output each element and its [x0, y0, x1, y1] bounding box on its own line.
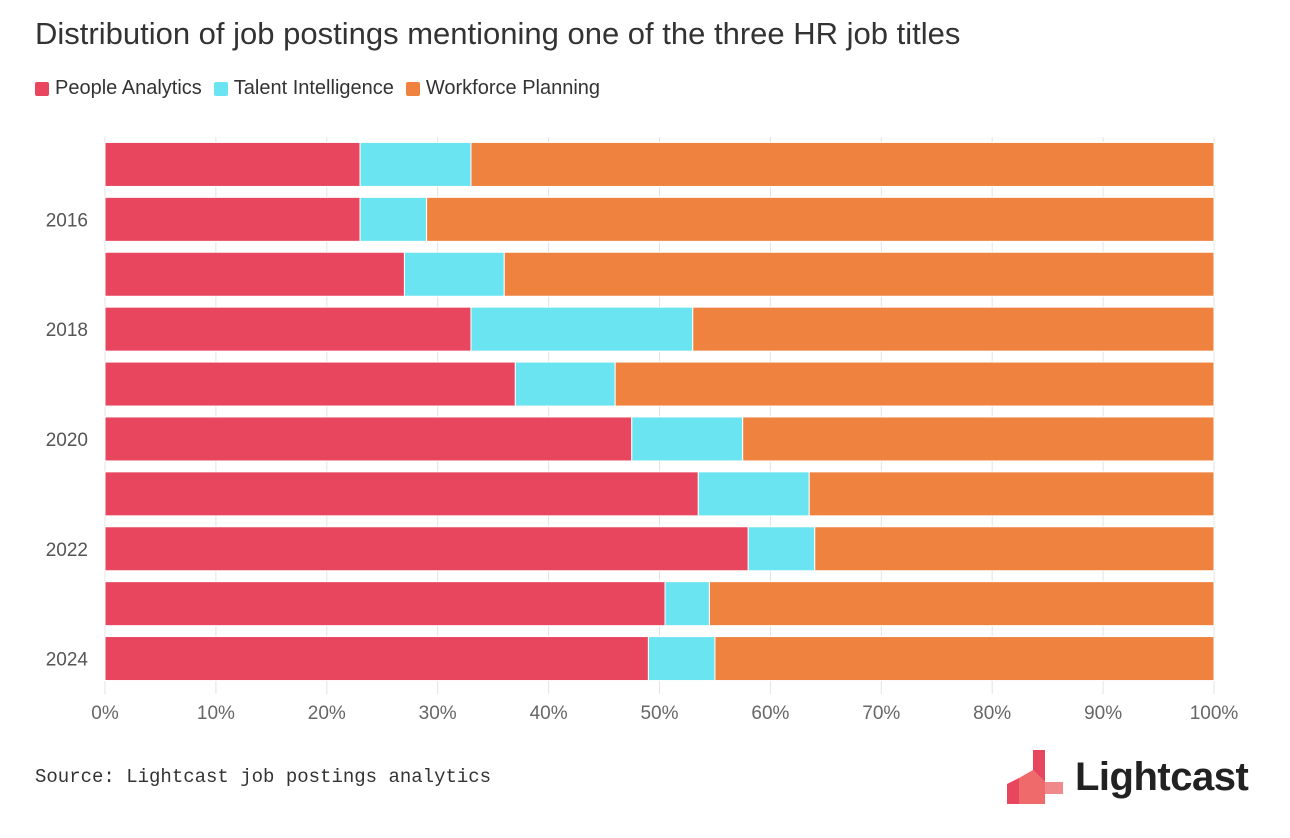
x-tick-label: 60% [751, 703, 789, 724]
bar-segment-workforce-planning [426, 196, 1215, 242]
bar-segment-workforce-planning [614, 361, 1215, 407]
bar-segment-talent-intelligence [631, 416, 744, 462]
legend-label-workforce-planning: Workforce Planning [425, 77, 601, 99]
bar-segment-workforce-planning [470, 141, 1215, 187]
legend-swatch-workforce-planning [405, 81, 420, 96]
legend-item-workforce-planning: Workforce Planning [405, 77, 601, 100]
bar-segment-workforce-planning [503, 251, 1215, 297]
x-tick-label: 80% [973, 703, 1011, 724]
bar-segment-workforce-planning [742, 416, 1215, 462]
legend-label-talent-intelligence: Talent Intelligence [233, 77, 394, 99]
bar-segment-people-analytics [104, 471, 699, 517]
x-tick-label: 50% [640, 703, 678, 724]
bar-segment-talent-intelligence [403, 251, 505, 297]
legend: People Analytics Talent Intelligence Wor… [35, 77, 612, 100]
bar-segment-people-analytics [104, 141, 361, 187]
chart-title: Distribution of job postings mentioning … [35, 16, 961, 51]
y-tick-label: 2022 [46, 540, 88, 561]
bar-segment-talent-intelligence [470, 306, 694, 352]
x-tick-label: 70% [862, 703, 900, 724]
y-tick-label: 2020 [46, 430, 88, 451]
bar-segment-talent-intelligence [647, 636, 716, 682]
y-tick-label: 2016 [46, 210, 88, 231]
bar-segment-people-analytics [104, 526, 749, 572]
bar-segment-workforce-planning [692, 306, 1215, 352]
x-tick-label: 100% [1190, 703, 1239, 724]
legend-item-talent-intelligence: Talent Intelligence [213, 77, 394, 100]
bar-segment-talent-intelligence [359, 141, 472, 187]
legend-swatch-talent-intelligence [213, 81, 228, 96]
source-note: Source: Lightcast job postings analytics [35, 766, 492, 788]
bar-segment-talent-intelligence [697, 471, 810, 517]
bar-segment-people-analytics [104, 361, 516, 407]
bar-segment-workforce-planning [808, 471, 1215, 517]
bar-segment-talent-intelligence [747, 526, 816, 572]
bar-segment-workforce-planning [708, 581, 1215, 627]
x-tick-label: 90% [1084, 703, 1122, 724]
y-tick-label: 2024 [46, 650, 89, 671]
legend-item-people-analytics: People Analytics [35, 77, 202, 100]
x-tick-label: 10% [197, 703, 235, 724]
bar-segment-workforce-planning [814, 526, 1215, 572]
bar-segment-workforce-planning [714, 636, 1215, 682]
bar-segment-people-analytics [104, 416, 633, 462]
bar-segment-people-analytics [104, 196, 361, 242]
bar-segment-people-analytics [104, 581, 666, 627]
x-tick-label: 20% [308, 703, 346, 724]
y-tick-label: 2018 [46, 320, 88, 341]
legend-label-people-analytics: People Analytics [55, 77, 202, 99]
bar-segment-people-analytics [104, 306, 472, 352]
bar-segment-talent-intelligence [359, 196, 428, 242]
chart-plot: 0% 10% 20% 30% 40% 50% 60% 70% 80% 90% 100% 2016 201… [46, 137, 1239, 724]
legend-swatch-people-analytics [35, 81, 49, 96]
lightcast-logo-icon [1007, 750, 1063, 804]
logo-text: Lightcast [1075, 754, 1249, 799]
x-tick-label: 40% [530, 703, 568, 724]
x-tick-label: 30% [419, 703, 457, 724]
bar-segment-talent-intelligence [664, 581, 710, 627]
bar-segment-people-analytics [104, 636, 649, 682]
bar-segment-people-analytics [104, 251, 405, 297]
x-tick-label: 0% [91, 703, 119, 724]
brand-logo: Lightcast [1005, 748, 1249, 806]
bar-segment-talent-intelligence [514, 361, 616, 407]
